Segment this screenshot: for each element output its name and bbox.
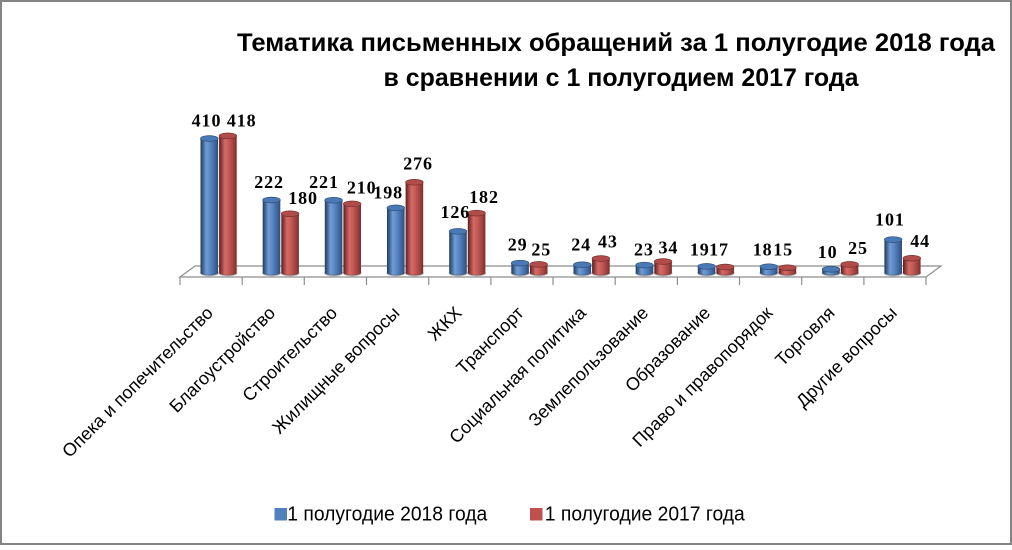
svg-text:222: 222 <box>254 172 284 192</box>
svg-text:в сравнении с 1 полугодием 201: в сравнении с 1 полугодием 2017 года <box>384 64 860 92</box>
svg-text:418: 418 <box>227 111 257 131</box>
svg-text:Тематика письменных обращений: Тематика письменных обращений за 1 полуг… <box>237 29 996 57</box>
svg-text:126: 126 <box>440 202 470 222</box>
svg-text:10: 10 <box>818 242 838 262</box>
svg-text:23: 23 <box>634 239 654 259</box>
svg-text:221: 221 <box>309 172 339 192</box>
svg-text:180: 180 <box>288 188 318 208</box>
svg-text:29: 29 <box>508 235 528 255</box>
svg-text:101: 101 <box>875 210 905 230</box>
svg-text:34: 34 <box>658 238 678 258</box>
svg-text:410: 410 <box>192 111 222 131</box>
svg-text:25: 25 <box>531 239 551 259</box>
svg-text:24: 24 <box>571 235 591 255</box>
svg-text:19: 19 <box>690 239 710 259</box>
svg-text:1 полугодие 2017 года: 1 полугодие 2017 года <box>545 504 746 526</box>
svg-text:44: 44 <box>910 231 930 251</box>
svg-text:15: 15 <box>773 239 793 259</box>
svg-text:182: 182 <box>469 187 499 207</box>
svg-text:1 полугодие 2018 года: 1 полугодие 2018 года <box>287 504 488 526</box>
svg-text:43: 43 <box>598 232 618 252</box>
svg-text:25: 25 <box>848 238 868 258</box>
svg-text:18: 18 <box>753 239 773 259</box>
svg-text:276: 276 <box>403 153 433 173</box>
svg-text:198: 198 <box>373 182 403 202</box>
svg-text:210: 210 <box>347 178 377 198</box>
svg-text:17: 17 <box>709 239 729 259</box>
